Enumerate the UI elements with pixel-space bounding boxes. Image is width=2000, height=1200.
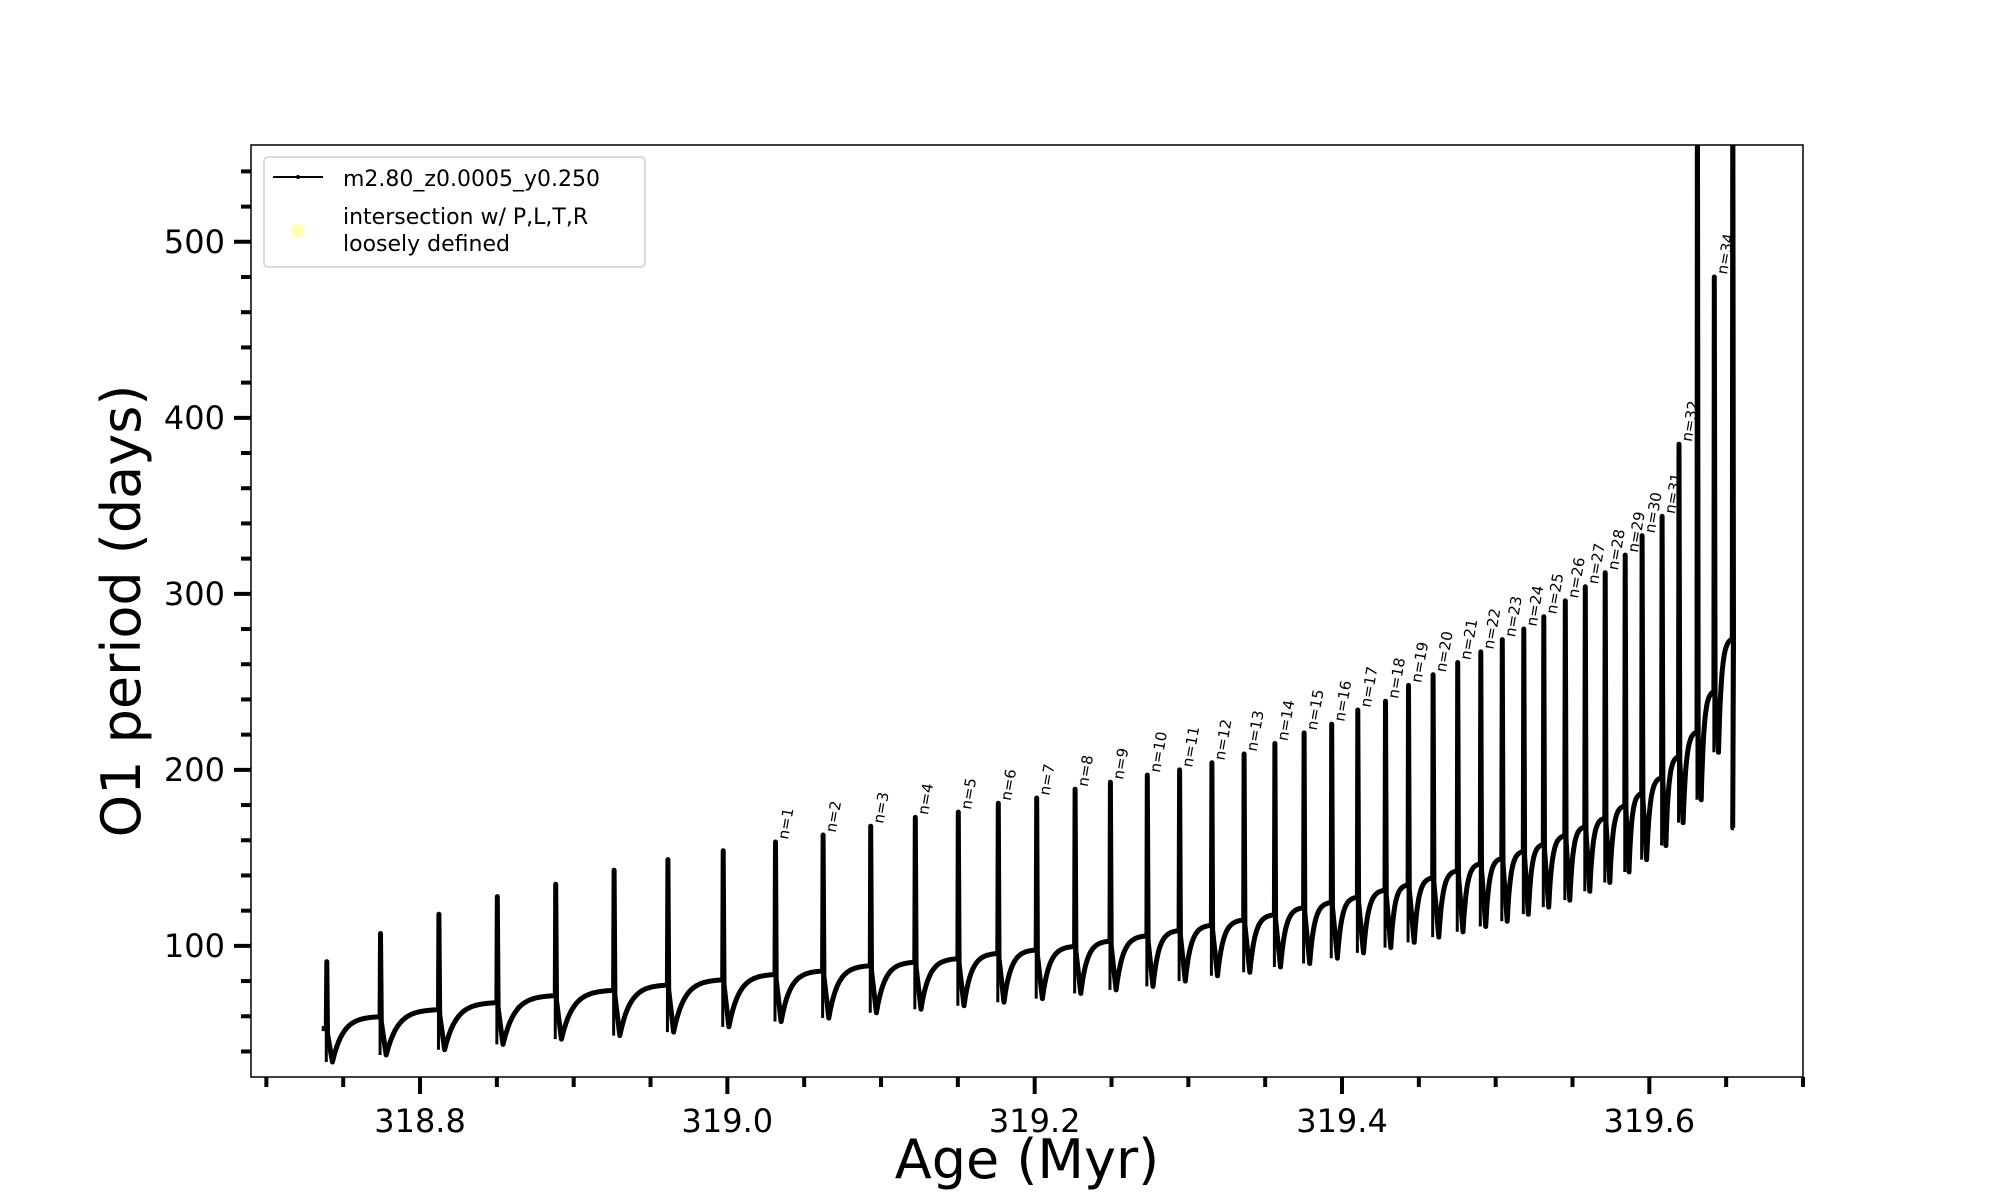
x-tick-label: 319.4 [1296,1102,1388,1140]
y-axis: 100 200 300 400 500 [164,169,251,1054]
x-tick-label: 319.2 [989,1102,1081,1140]
pulse-label: n=7 [1035,762,1058,796]
legend-label-intersection-line1: intersection w/ P,L,T,R [343,205,588,230]
pulse-label: n=3 [869,791,892,825]
legend-frame [263,156,646,268]
legend-label-series: m2.80_z0.0005_y0.250 [343,167,600,192]
pulse-label: n=2 [822,799,845,833]
x-axis: 318.8 319.0 319.2 319.4 319.6 [264,1077,1805,1140]
y-axis-label: O1 period (days) [90,385,153,838]
y-tick-label: 400 [164,399,225,437]
legend-marker-swatch [291,224,305,238]
y-tick-label: 300 [164,575,225,613]
x-tick-label: 319.0 [682,1102,774,1140]
pulse-label: n=9 [1109,747,1132,781]
y-tick-label: 500 [164,223,225,261]
legend: m2.80_z0.0005_y0.250 intersection w/ P,L… [263,156,646,268]
legend-label-intersection-line2: loosely defined [343,232,510,257]
plot-area [250,144,1804,1078]
x-tick-label: 319.6 [1604,1102,1696,1140]
x-axis-label: Age (Myr) [895,1128,1160,1191]
legend-line-marker [296,175,300,179]
y-tick-label: 200 [164,751,225,789]
pulse-label: n=4 [914,782,937,816]
y-tick-label: 100 [164,927,225,965]
pulse-label: n=1 [774,806,797,840]
x-tick-label: 318.8 [374,1102,466,1140]
pulse-label: n=6 [997,768,1020,802]
series-layer [321,145,1736,1065]
pulse-label: n=8 [1074,754,1097,788]
pulse-label: n=5 [957,777,980,811]
